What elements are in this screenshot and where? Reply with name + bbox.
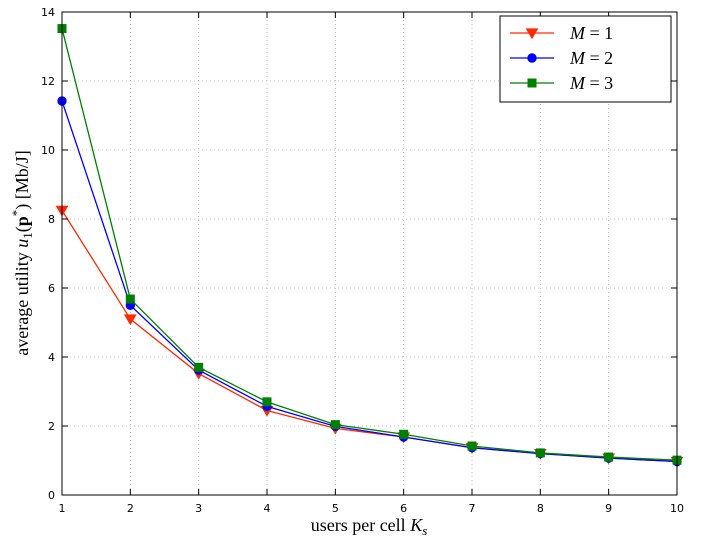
data-point <box>330 420 340 430</box>
y-tick-label: 4 <box>48 351 55 364</box>
legend-label: M = 2 <box>569 48 613 68</box>
data-point <box>399 429 409 439</box>
y-tick-label: 8 <box>48 213 55 226</box>
y-tick-label: 14 <box>41 6 55 19</box>
y-tick-label: 2 <box>48 420 55 433</box>
x-tick-label: 2 <box>127 502 134 515</box>
x-tick-label: 10 <box>670 502 684 515</box>
x-tick-label: 6 <box>400 502 407 515</box>
data-point <box>123 314 137 326</box>
series-line <box>61 28 678 461</box>
legend-label: M = 3 <box>569 73 613 93</box>
data-point <box>535 448 545 458</box>
y-axis-title: average utility u1(p*) [Mb/J] <box>9 150 35 355</box>
legend-label: M = 1 <box>569 23 613 43</box>
series-layer <box>55 24 684 468</box>
legend-item-1: M = 1 <box>510 23 613 43</box>
x-tick-label: 4 <box>264 502 271 515</box>
x-tick-label: 8 <box>537 502 544 515</box>
legend-marker <box>527 78 537 88</box>
x-tick-label: 3 <box>195 502 202 515</box>
y-tick-label: 12 <box>41 75 55 88</box>
data-point <box>604 452 614 462</box>
legend-item-2: M = 2 <box>510 48 613 68</box>
y-tick-label: 0 <box>48 489 55 502</box>
data-point <box>194 362 204 372</box>
x-tick-label: 5 <box>332 502 339 515</box>
data-point <box>125 294 135 304</box>
legend-marker <box>525 28 539 40</box>
x-tick-label: 7 <box>469 502 476 515</box>
data-point <box>262 397 272 407</box>
x-tick-label: 1 <box>59 502 66 515</box>
y-tick-label: 6 <box>48 282 55 295</box>
plot-border <box>61 11 678 496</box>
series-line <box>61 100 678 463</box>
y-tick-label: 10 <box>41 144 55 157</box>
legend: M = 1 M = 2 M = 3 <box>499 15 672 103</box>
legend-item-3: M = 3 <box>510 73 613 93</box>
x-axis-title: users per cell Ks <box>311 515 428 538</box>
legend-marker <box>527 53 537 63</box>
x-tick-label: 9 <box>605 502 612 515</box>
data-point <box>467 441 477 451</box>
